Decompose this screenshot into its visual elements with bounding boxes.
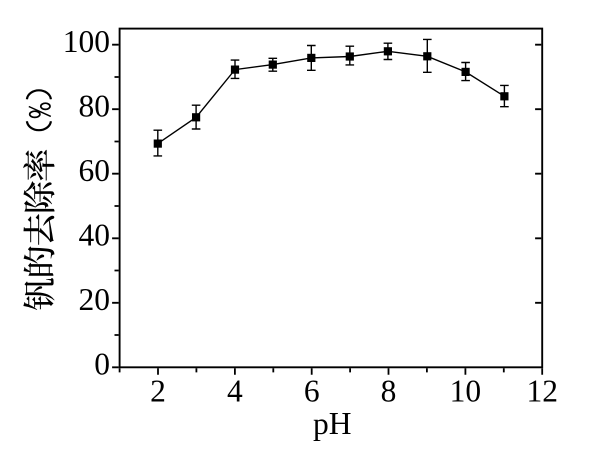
svg-text:20: 20 [79,282,111,317]
svg-text:8: 8 [381,374,397,409]
svg-text:60: 60 [79,153,111,188]
svg-text:pH: pH [313,406,352,441]
svg-text:4: 4 [227,374,243,409]
svg-text:10: 10 [450,374,482,409]
svg-text:6: 6 [304,374,320,409]
svg-text:40: 40 [79,218,111,253]
svg-text:12: 12 [526,374,558,409]
svg-text:80: 80 [79,89,111,124]
svg-text:0: 0 [94,347,110,382]
svg-text:2: 2 [150,374,166,409]
svg-text:100: 100 [63,24,110,59]
